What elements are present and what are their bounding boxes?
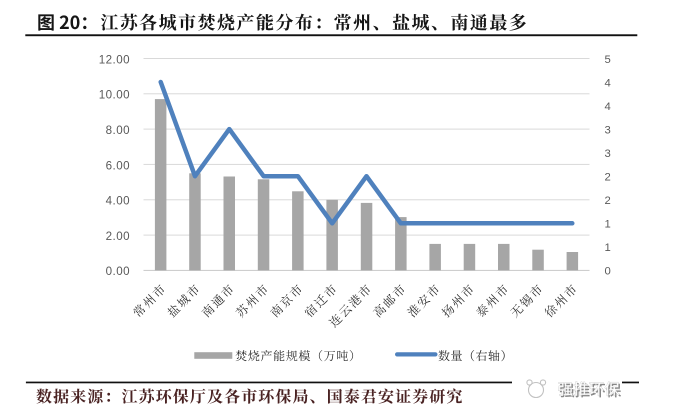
svg-text:12.00: 12.00 <box>99 53 130 66</box>
svg-text:4.00: 4.00 <box>106 195 130 208</box>
svg-text:10.00: 10.00 <box>99 89 130 102</box>
svg-text:2.00: 2.00 <box>106 230 130 243</box>
svg-text:1: 1 <box>605 242 611 254</box>
svg-text:2: 2 <box>605 172 611 184</box>
svg-text:4: 4 <box>605 77 611 89</box>
svg-text:8.00: 8.00 <box>106 124 130 137</box>
svg-text:5: 5 <box>605 54 611 66</box>
svg-text:3: 3 <box>605 148 611 160</box>
svg-text:2: 2 <box>605 195 611 207</box>
svg-text:4: 4 <box>605 101 611 113</box>
svg-text:1: 1 <box>605 219 611 231</box>
svg-text:3: 3 <box>605 124 611 136</box>
svg-text:0.00: 0.00 <box>106 265 130 278</box>
svg-text:0: 0 <box>605 266 611 278</box>
svg-text:6.00: 6.00 <box>106 159 130 172</box>
